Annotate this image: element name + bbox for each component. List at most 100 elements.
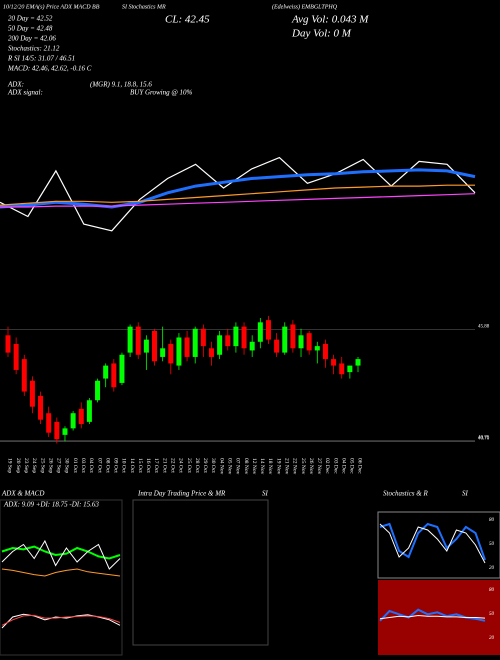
date-label: 24 Oct [178, 458, 184, 473]
candle-body [168, 343, 174, 364]
stoch-label: 50 [489, 542, 495, 547]
avg-vol: Avg Vol: 0.043 M [291, 14, 369, 26]
candle-body [78, 408, 84, 425]
ma-line [0, 193, 476, 208]
date-label: 21 Oct [161, 458, 167, 473]
date-label: 22 Nov [292, 458, 298, 475]
candle-body [86, 400, 92, 422]
adx-signal: BUY Growing @ 10% [130, 89, 193, 97]
price-label: 40.75 [478, 435, 490, 440]
candle-body [274, 339, 280, 353]
panel-title: Intra Day Trading Price & MR [137, 490, 226, 498]
date-label: 14 Oct [129, 458, 135, 473]
candle-body [192, 328, 198, 357]
price-label: 40.70 [478, 436, 490, 441]
date-label: 25 Sep [39, 458, 45, 473]
candle-body [95, 380, 101, 401]
candle-body [290, 324, 296, 349]
rsi-label: 50 [489, 612, 495, 617]
candle-body [233, 326, 239, 347]
indicator-line: 200 Day = 42.06 [8, 35, 56, 43]
candle-body [282, 326, 288, 353]
panel-title: SI [462, 490, 469, 498]
adx-values: (MGR) 9.1, 18.8, 15.6 [90, 81, 152, 89]
candle-body [62, 428, 68, 435]
date-label: 06 Dec [357, 458, 363, 474]
date-label: 23 Sep [23, 458, 29, 473]
close: CL: 42.45 [165, 14, 210, 26]
candle-body [5, 335, 11, 353]
date-label: 27 Nov [316, 458, 322, 475]
stoch-line [379, 523, 486, 564]
ma-line [0, 168, 476, 209]
candle-body [13, 343, 19, 370]
date-label: 08 Nov [243, 458, 249, 475]
day-vol: Day Vol: 0 M [291, 28, 352, 40]
date-label: 26 Sep [47, 458, 53, 473]
date-label: 09 Oct [113, 458, 119, 473]
date-label: 07 Oct [96, 458, 102, 473]
macd-line [1, 614, 121, 626]
date-label: 12 Nov [251, 458, 257, 475]
date-label: 15 Oct [137, 458, 143, 473]
date-label: 03 Oct [80, 458, 86, 473]
panel-title: ADX & MACD [1, 490, 44, 498]
stoch-line [379, 522, 486, 561]
date-label: 04 Nov [218, 458, 224, 475]
candle-body [119, 354, 125, 383]
price-label: 45.88 [478, 324, 490, 329]
macd-line [1, 613, 121, 629]
date-label: 14 Nov [259, 458, 265, 475]
candle-body [306, 333, 312, 351]
adx-line [1, 539, 121, 570]
date-label: 26 Nov [308, 458, 314, 475]
ma-line [0, 184, 475, 206]
candle-body [265, 320, 271, 340]
candle-body [200, 328, 206, 347]
candle-body [176, 337, 182, 366]
candle-body [208, 348, 214, 357]
date-label: 04 Dec [340, 458, 346, 474]
date-label: 05 Dec [349, 458, 355, 474]
rsi-line [379, 614, 486, 620]
date-label: 02 Dec [324, 458, 330, 474]
candle-body [257, 322, 263, 342]
panel-text: ADX: 9.09 +DI: 18.75 -DI: 15.63 [3, 501, 99, 509]
date-label: 25 Nov [300, 458, 306, 475]
title-center: SI Stochastics MR [122, 4, 166, 10]
candle-body [127, 326, 133, 353]
candle-body [70, 413, 76, 429]
date-label: 04 Oct [88, 458, 94, 473]
date-label: 19 Sep [7, 458, 13, 473]
candle-body [322, 343, 328, 360]
adx-line [1, 568, 121, 577]
candle-body [46, 413, 52, 433]
date-label: 24 Sep [31, 458, 37, 473]
candle-body [160, 348, 166, 357]
panel-title: SI [262, 490, 269, 498]
date-label: 19 Nov [275, 458, 281, 475]
candle-body [241, 326, 247, 349]
candle-body [38, 395, 44, 420]
date-label: 18 Nov [267, 458, 273, 475]
candle-body [217, 335, 223, 355]
date-label: 10 Oct [121, 458, 127, 473]
indicator-line: R SI 14/5: 31.07 / 46.51 [7, 55, 75, 63]
stoch-label: 80 [489, 518, 495, 523]
indicator-line: 20 Day = 42.52 [8, 15, 53, 23]
date-label: 05 Nov [227, 458, 233, 475]
candle-body [339, 363, 345, 375]
adx-panel [0, 499, 123, 656]
candle-body [355, 359, 361, 366]
candle-body [225, 335, 231, 347]
candle-body [21, 359, 27, 392]
date-label: 20 Sep [15, 458, 21, 473]
candle-body [152, 330, 158, 362]
candle-body [347, 365, 353, 373]
date-label: 08 Oct [104, 458, 110, 473]
candle-body [249, 341, 255, 351]
date-label: 30 Sep [64, 458, 70, 473]
panel-title: Stochastics & R [383, 490, 428, 498]
